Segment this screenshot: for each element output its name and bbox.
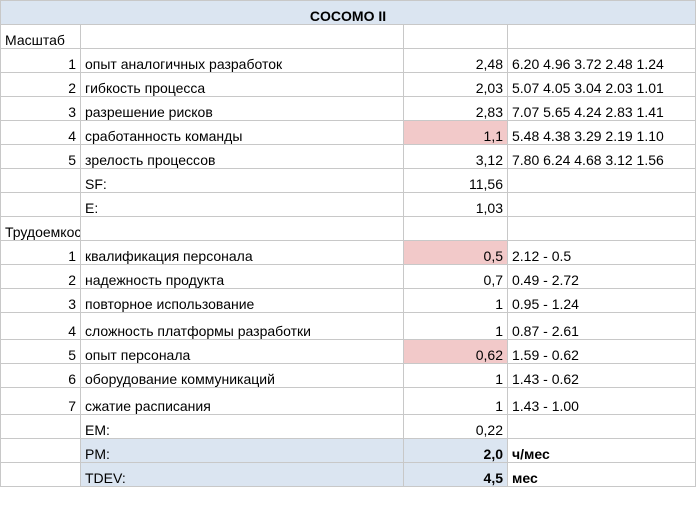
- empty-cell[interactable]: [80, 216, 404, 241]
- multiplier-index[interactable]: 3: [0, 288, 81, 313]
- factor-name[interactable]: опыт аналогичных разработок: [80, 48, 404, 73]
- multiplier-name[interactable]: оборудование коммуникаций: [80, 363, 404, 388]
- multiplier-value[interactable]: 1: [403, 288, 508, 313]
- factor-name[interactable]: сработанность команды: [80, 120, 404, 145]
- sf-row: SF: 11,56: [0, 168, 696, 193]
- multiplier-index[interactable]: 2: [0, 264, 81, 289]
- tdev-row: TDEV: 4,5 мес: [0, 462, 696, 487]
- empty-cell[interactable]: [403, 24, 508, 49]
- pm-value[interactable]: 2,0: [403, 438, 508, 463]
- factor-value[interactable]: 2,83: [403, 96, 508, 121]
- multiplier-index[interactable]: 1: [0, 240, 81, 265]
- sheet-title[interactable]: COCOMO II: [0, 0, 696, 25]
- title-row: COCOMO II: [0, 0, 696, 25]
- multiplier-range[interactable]: 1.43 - 1.00: [506, 387, 696, 415]
- multiplier-value[interactable]: 0,62: [403, 339, 508, 364]
- tdev-label[interactable]: TDEV:: [80, 462, 404, 487]
- factor-reference-values[interactable]: 7.07 5.65 4.24 2.83 1.41: [506, 96, 696, 121]
- empty-cell[interactable]: [403, 216, 508, 241]
- factor-name[interactable]: разрешение рисков: [80, 96, 404, 121]
- multiplier-name[interactable]: сложность платформы разработки: [80, 312, 404, 340]
- em-row: EM: 0,22: [0, 414, 696, 439]
- empty-cell[interactable]: [506, 216, 696, 241]
- cocomo-sheet: COCOMO II Масштаб 1 опыт аналогичных разр…: [0, 0, 696, 487]
- empty-cell[interactable]: [506, 168, 696, 193]
- empty-cell[interactable]: [0, 168, 81, 193]
- factor-value[interactable]: 3,12: [403, 144, 508, 169]
- e-row: E: 1,03: [0, 192, 696, 217]
- em-value[interactable]: 0,22: [403, 414, 508, 439]
- multiplier-range[interactable]: 0.49 - 2.72: [506, 264, 696, 289]
- empty-cell[interactable]: [506, 414, 696, 439]
- factor-index[interactable]: 4: [0, 120, 81, 145]
- factor-reference-values[interactable]: 5.07 4.05 3.04 2.03 1.01: [506, 72, 696, 97]
- factor-name[interactable]: зрелость процессов: [80, 144, 404, 169]
- pm-label[interactable]: PM:: [80, 438, 404, 463]
- empty-cell[interactable]: [506, 192, 696, 217]
- scale-factor-row: 5 зрелость процессов 3,12 7.80 6.24 4.68 3.…: [0, 144, 696, 169]
- factor-index[interactable]: 3: [0, 96, 81, 121]
- pm-unit[interactable]: ч/мес: [506, 438, 696, 463]
- empty-cell[interactable]: [80, 24, 404, 49]
- multiplier-index[interactable]: 7: [0, 387, 81, 415]
- empty-cell[interactable]: [0, 414, 81, 439]
- factor-name[interactable]: гибкость процесса: [80, 72, 404, 97]
- effort-multiplier-row: 6 оборудование коммуникаций 1 1.43 - 0.62: [0, 363, 696, 388]
- factor-index[interactable]: 5: [0, 144, 81, 169]
- multiplier-name[interactable]: повторное использование: [80, 288, 404, 313]
- scale-factor-row: 2 гибкость процесса 2,03 5.07 4.05 3.04 2.0…: [0, 72, 696, 97]
- multiplier-value[interactable]: 0,5: [403, 240, 508, 265]
- effort-section-label[interactable]: Трудоемкость: [0, 216, 81, 241]
- effort-multiplier-row: 4 сложность платформы разработки 1 0.87 - 2…: [0, 312, 696, 340]
- multiplier-range[interactable]: 1.43 - 0.62: [506, 363, 696, 388]
- em-label[interactable]: EM:: [80, 414, 404, 439]
- effort-multiplier-row: 2 надежность продукта 0,7 0.49 - 2.72: [0, 264, 696, 289]
- multiplier-index[interactable]: 4: [0, 312, 81, 340]
- effort-multiplier-row: 5 опыт персонала 0,62 1.59 - 0.62: [0, 339, 696, 364]
- effort-multiplier-row: 3 повторное использование 1 0.95 - 1.24: [0, 288, 696, 313]
- multiplier-value[interactable]: 1: [403, 363, 508, 388]
- sf-label[interactable]: SF:: [80, 168, 404, 193]
- empty-cell[interactable]: [0, 438, 81, 463]
- multiplier-index[interactable]: 5: [0, 339, 81, 364]
- scale-header-row: Масштаб: [0, 24, 696, 49]
- multiplier-name[interactable]: опыт персонала: [80, 339, 404, 364]
- sf-value[interactable]: 11,56: [403, 168, 508, 193]
- factor-value[interactable]: 2,48: [403, 48, 508, 73]
- effort-header-row: Трудоемкость: [0, 216, 696, 241]
- empty-cell[interactable]: [0, 462, 81, 487]
- factor-index[interactable]: 1: [0, 48, 81, 73]
- e-value[interactable]: 1,03: [403, 192, 508, 217]
- multiplier-range[interactable]: 1.59 - 0.62: [506, 339, 696, 364]
- multiplier-name[interactable]: надежность продукта: [80, 264, 404, 289]
- multiplier-name[interactable]: сжатие расписания: [80, 387, 404, 415]
- empty-cell[interactable]: [0, 192, 81, 217]
- pm-row: PM: 2,0 ч/мес: [0, 438, 696, 463]
- factor-value[interactable]: 2,03: [403, 72, 508, 97]
- tdev-unit[interactable]: мес: [506, 462, 696, 487]
- multiplier-value[interactable]: 1: [403, 387, 508, 415]
- factor-reference-values[interactable]: 6.20 4.96 3.72 2.48 1.24: [506, 48, 696, 73]
- factor-reference-values[interactable]: 5.48 4.38 3.29 2.19 1.10: [506, 120, 696, 145]
- multiplier-value[interactable]: 0,7: [403, 264, 508, 289]
- effort-multiplier-row: 1 квалификация персонала 0,5 2.12 - 0.5: [0, 240, 696, 265]
- empty-cell[interactable]: [506, 24, 696, 49]
- scale-factor-row: 4 сработанность команды 1,1 5.48 4.38 3.29 …: [0, 120, 696, 145]
- e-label[interactable]: E:: [80, 192, 404, 217]
- multiplier-range[interactable]: 0.87 - 2.61: [506, 312, 696, 340]
- tdev-value[interactable]: 4,5: [403, 462, 508, 487]
- effort-multiplier-row: 7 сжатие расписания 1 1.43 - 1.00: [0, 387, 696, 415]
- scale-factor-row: 1 опыт аналогичных разработок 2,48 6.20 4.9…: [0, 48, 696, 73]
- scale-factor-row: 3 разрешение рисков 2,83 7.07 5.65 4.24 2.8…: [0, 96, 696, 121]
- multiplier-name[interactable]: квалификация персонала: [80, 240, 404, 265]
- multiplier-range[interactable]: 2.12 - 0.5: [506, 240, 696, 265]
- scale-section-label[interactable]: Масштаб: [0, 24, 81, 49]
- multiplier-value[interactable]: 1: [403, 312, 508, 340]
- factor-reference-values[interactable]: 7.80 6.24 4.68 3.12 1.56: [506, 144, 696, 169]
- factor-index[interactable]: 2: [0, 72, 81, 97]
- multiplier-index[interactable]: 6: [0, 363, 81, 388]
- factor-value[interactable]: 1,1: [403, 120, 508, 145]
- multiplier-range[interactable]: 0.95 - 1.24: [506, 288, 696, 313]
